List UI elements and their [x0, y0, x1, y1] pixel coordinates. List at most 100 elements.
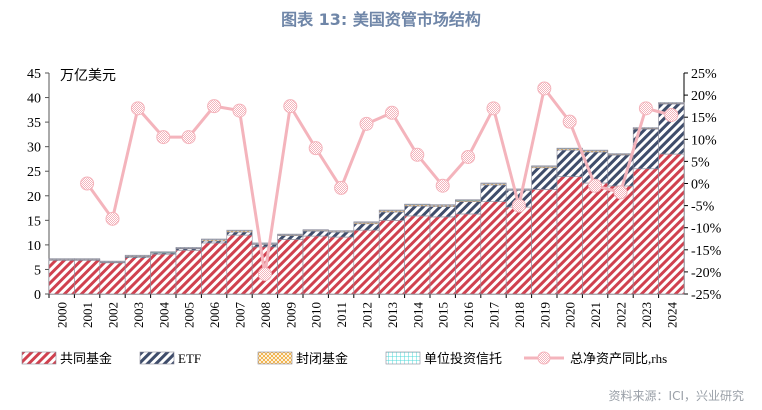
- right-tick-label: 0%: [691, 178, 710, 193]
- bar-uit: [531, 165, 558, 167]
- bar-uit: [404, 203, 431, 206]
- x-tick-label: 2005: [182, 302, 197, 328]
- x-tick-label: 2007: [233, 302, 248, 329]
- line-point: [613, 185, 628, 200]
- bar-mutual-fund: [404, 215, 431, 295]
- bar-mutual-fund: [556, 176, 583, 295]
- line-point: [537, 81, 552, 96]
- bar-uit: [175, 247, 202, 249]
- x-tick-label: 2021: [588, 302, 603, 328]
- bar-etf: [251, 244, 278, 248]
- left-tick-label: 45: [27, 67, 41, 82]
- left-tick-label: 25: [27, 165, 41, 180]
- x-tick-label: 2008: [258, 302, 273, 328]
- legend-label: ETF: [178, 351, 201, 366]
- bar-uit: [429, 204, 456, 206]
- bar-mutual-fund: [328, 236, 355, 295]
- bar-mutual-fund: [353, 229, 380, 295]
- bar-etf: [556, 149, 583, 177]
- bar-mutual-fund: [455, 213, 482, 295]
- line-point: [283, 99, 298, 114]
- x-tick-label: 2001: [80, 302, 95, 328]
- bar-mutual-fund: [302, 235, 329, 295]
- left-axis-label: 万亿美元: [60, 68, 116, 84]
- bar-uit: [607, 153, 634, 155]
- bar-mutual-fund: [150, 253, 177, 295]
- bar-uit: [480, 182, 507, 185]
- x-tick-label: 2012: [360, 302, 375, 328]
- line-point: [562, 114, 577, 129]
- chart-title: 图表 13: 美国资管市场结构: [281, 10, 481, 29]
- line-point: [232, 103, 247, 118]
- bar-uit: [455, 199, 482, 201]
- bar-uit: [302, 229, 329, 231]
- bar-uit: [251, 242, 278, 245]
- x-tick-label: 2000: [55, 302, 70, 328]
- bar-mutual-fund: [429, 216, 456, 295]
- bar-etf: [531, 167, 558, 190]
- x-tick-label: 2004: [156, 302, 171, 329]
- bar-uit: [201, 238, 228, 241]
- x-tick-label: 2019: [537, 302, 552, 328]
- bar-mutual-fund: [99, 262, 126, 295]
- right-tick-label: -25%: [691, 288, 722, 303]
- left-tick-label: 10: [27, 239, 41, 254]
- x-tick-label: 2024: [664, 302, 679, 329]
- line-point: [105, 211, 120, 226]
- bar-etf: [378, 211, 405, 221]
- bar-mutual-fund: [124, 257, 151, 295]
- x-tick-label: 2009: [283, 302, 298, 328]
- legend-label: 总净资产同比,rhs: [570, 351, 667, 366]
- left-tick-label: 5: [34, 263, 41, 278]
- bar-etf: [480, 184, 507, 202]
- line-point: [410, 147, 425, 162]
- line-point: [80, 176, 95, 191]
- x-tick-label: 2002: [106, 302, 121, 328]
- right-tick-label: 20%: [691, 89, 717, 104]
- bar-mutual-fund: [607, 185, 634, 295]
- right-tick-label: -10%: [691, 222, 722, 237]
- bar-uit: [124, 254, 151, 257]
- legend-swatch: [537, 351, 551, 365]
- line-point: [435, 178, 450, 193]
- legend-label: 封闭基金: [296, 351, 348, 366]
- x-tick-label: 2011: [334, 302, 349, 328]
- legend-swatch: [21, 351, 57, 365]
- bar-uit: [556, 147, 583, 150]
- line-point: [334, 180, 349, 195]
- line-point: [384, 105, 399, 120]
- left-tick-label: 40: [27, 92, 41, 107]
- bar-uit: [378, 209, 405, 212]
- bar-uit: [353, 221, 380, 223]
- bar-uit: [99, 260, 126, 263]
- line-point: [359, 116, 374, 131]
- bar-mutual-fund: [658, 153, 685, 295]
- x-tick-label: 2017: [487, 302, 502, 329]
- bar-etf: [404, 205, 431, 217]
- right-tick-label: 5%: [691, 155, 710, 170]
- legend-swatch: [257, 351, 293, 365]
- x-tick-label: 2003: [131, 302, 146, 328]
- x-tick-label: 2023: [639, 302, 654, 328]
- bar-uit: [150, 251, 177, 253]
- right-tick-label: -20%: [691, 266, 722, 281]
- left-tick-label: 15: [27, 214, 41, 229]
- line-point: [588, 178, 603, 193]
- line-point: [461, 149, 476, 164]
- bar-uit: [658, 102, 685, 104]
- bar-etf: [226, 231, 253, 236]
- bar-etf: [429, 206, 456, 218]
- bar-mutual-fund: [505, 206, 532, 295]
- line-point: [486, 101, 501, 116]
- legend-label: 共同基金: [60, 351, 112, 366]
- line-point: [511, 198, 526, 213]
- bar-uit: [582, 149, 609, 152]
- bar-mutual-fund: [632, 168, 659, 295]
- right-tick-label: -15%: [691, 244, 722, 259]
- bar-uit: [632, 127, 659, 129]
- left-tick-label: 0: [34, 288, 41, 303]
- bar-uit: [74, 258, 101, 260]
- x-tick-label: 2020: [563, 302, 578, 328]
- bar-mutual-fund: [531, 189, 558, 295]
